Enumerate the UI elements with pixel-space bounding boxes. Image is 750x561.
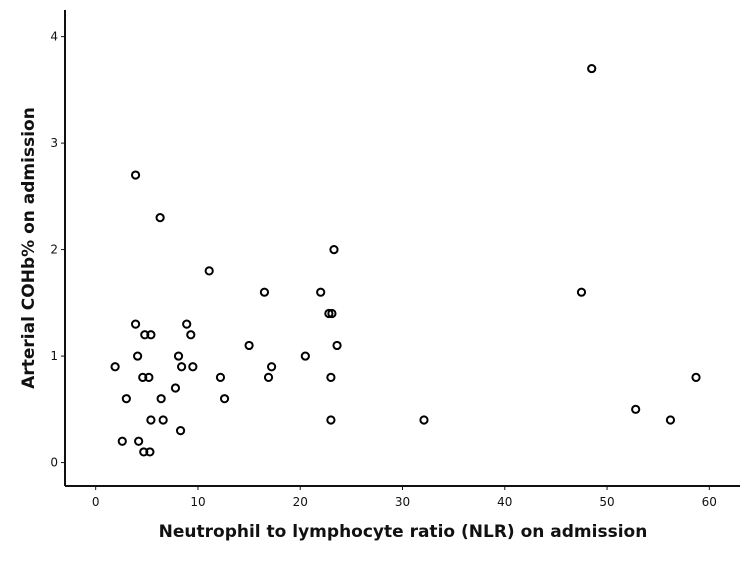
data-point: [138, 372, 148, 382]
data-point: [215, 372, 226, 382]
data-point: [175, 426, 186, 436]
data-point: [186, 330, 196, 340]
data-point: [117, 436, 127, 446]
data-point: [155, 213, 165, 223]
data-point: [326, 372, 336, 382]
data-point: [188, 362, 198, 372]
x-tick-label: 40: [497, 495, 512, 509]
data-point: [326, 415, 336, 425]
data-point: [110, 362, 120, 372]
x-tick-label: 30: [395, 495, 410, 509]
x-tick-label: 20: [293, 495, 308, 509]
data-point: [316, 287, 326, 297]
data-point: [327, 308, 337, 319]
y-tick-label: 1: [50, 349, 58, 363]
data-point: [140, 330, 150, 340]
y-tick-label: 0: [50, 456, 58, 470]
y-tick-label: 4: [50, 30, 58, 44]
y-tick-label: 2: [50, 243, 58, 257]
x-tick-label: 60: [702, 495, 717, 509]
data-point: [121, 394, 131, 404]
data-point: [300, 351, 310, 361]
data-point: [204, 266, 214, 276]
data-point: [170, 383, 181, 393]
data-point: [130, 170, 141, 180]
y-axis-title: Arterial COHb% on admission: [19, 107, 39, 389]
data-point: [266, 362, 277, 372]
data-point: [146, 415, 156, 425]
x-tick-label: 10: [190, 495, 205, 509]
data-point: [146, 330, 156, 340]
data-point: [182, 319, 192, 329]
data-point: [587, 63, 597, 74]
data-point: [144, 372, 154, 382]
x-axis-title: Neutrophil to lymphocyte ratio (NLR) on …: [159, 522, 648, 542]
data-point: [130, 319, 141, 329]
data-point: [332, 340, 342, 351]
data-point: [691, 372, 701, 382]
data-point: [139, 447, 149, 457]
data-point: [419, 415, 429, 425]
x-tick-label: 0: [92, 495, 100, 509]
data-point: [158, 415, 168, 425]
data-point: [134, 436, 144, 446]
data-point: [576, 287, 587, 297]
data-point: [329, 244, 339, 255]
data-point: [244, 340, 254, 351]
data-point: [173, 351, 184, 361]
data-point: [665, 415, 676, 425]
data-point: [263, 372, 274, 382]
data-point: [145, 447, 155, 457]
data-point: [219, 394, 230, 404]
data-point: [631, 404, 641, 414]
x-tick-label: 50: [599, 495, 614, 509]
data-points: [110, 63, 701, 457]
axis-ticks: 0 10 20 30 40 50 60 0 1 2 3 4: [50, 30, 717, 509]
data-point: [324, 308, 334, 319]
data-point: [176, 362, 187, 372]
data-point: [259, 287, 270, 297]
data-point: [133, 351, 143, 361]
data-point: [156, 394, 166, 404]
y-tick-label: 3: [50, 136, 58, 150]
